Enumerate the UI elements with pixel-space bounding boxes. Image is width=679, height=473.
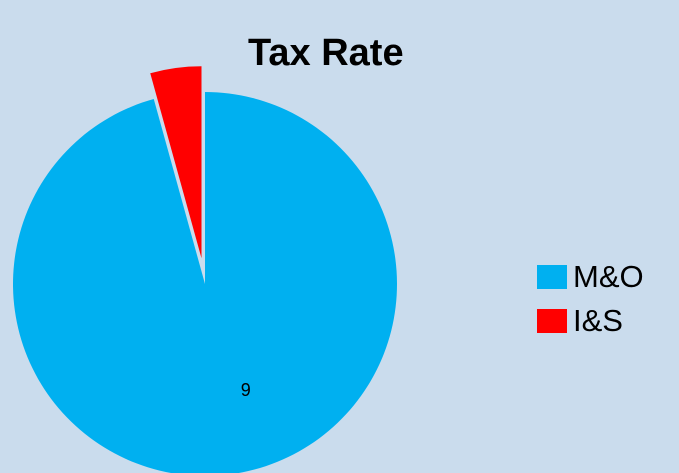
legend-item-i-and-s: I&S [537,299,644,343]
legend-item-m-and-o: M&O [537,255,644,299]
data-label-m-and-o: 9 [241,380,251,400]
legend-label-m-and-o: M&O [573,259,644,294]
pie-slice-i-and-s [150,66,202,259]
legend-label-i-and-s: I&S [573,303,623,338]
legend: M&O I&S [537,255,644,343]
legend-swatch-m-and-o [537,265,567,289]
legend-swatch-i-and-s [537,309,567,333]
chart-title: Tax Rate [248,32,404,74]
pie-slice-m-and-o [13,92,397,473]
